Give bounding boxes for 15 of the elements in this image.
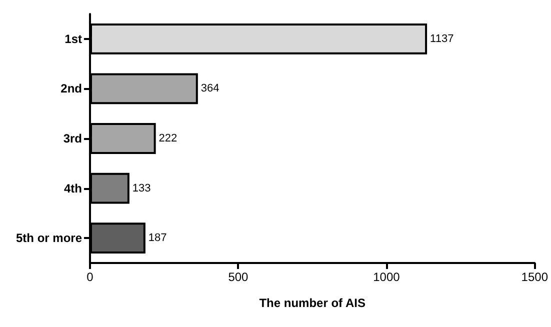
y-tick-label: 2nd: [60, 82, 82, 96]
x-axis-title: The number of AIS: [259, 296, 366, 310]
y-tick-label: 4th: [64, 181, 82, 196]
data-label: 364: [200, 82, 220, 95]
y-tick-label: 3rd: [63, 132, 82, 146]
x-tick-label: 500: [228, 270, 249, 284]
y-tick-label: 1st: [64, 32, 82, 46]
x-tick-label: 1500: [521, 270, 548, 284]
y-tick-label: 5th or more: [16, 231, 82, 246]
data-label: 187: [148, 232, 167, 244]
x-tick-label: 0: [86, 270, 94, 284]
x-tick-label: 1000: [373, 270, 400, 284]
data-label: 222: [158, 132, 178, 144]
data-label: 1137: [430, 32, 454, 45]
data-label: 133: [132, 182, 151, 194]
